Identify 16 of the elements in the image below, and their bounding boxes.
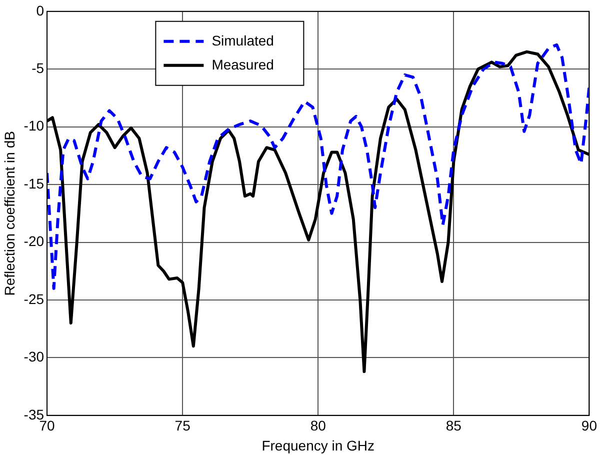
y-tick-label: -20 — [24, 233, 44, 250]
legend-label: Measured — [212, 56, 274, 72]
y-tick-label: -30 — [24, 348, 44, 365]
y-tick-label: -10 — [24, 118, 44, 134]
x-tick-label: 90 — [581, 418, 598, 434]
y-tick-label: -15 — [24, 175, 44, 192]
x-axis-title: Frequency in GHz — [262, 437, 375, 454]
y-tick-label: -25 — [24, 290, 44, 307]
y-axis-title: Reflection coefficient in dB — [1, 131, 18, 296]
x-tick-label: 85 — [446, 418, 462, 434]
x-tick-label: 80 — [310, 418, 326, 434]
y-tick-label: 0 — [36, 2, 44, 18]
legend-label: Simulated — [212, 32, 274, 48]
y-tick-label: -5 — [32, 60, 44, 76]
y-tick-label: -35 — [24, 406, 44, 422]
x-tick-label: 75 — [174, 418, 191, 434]
